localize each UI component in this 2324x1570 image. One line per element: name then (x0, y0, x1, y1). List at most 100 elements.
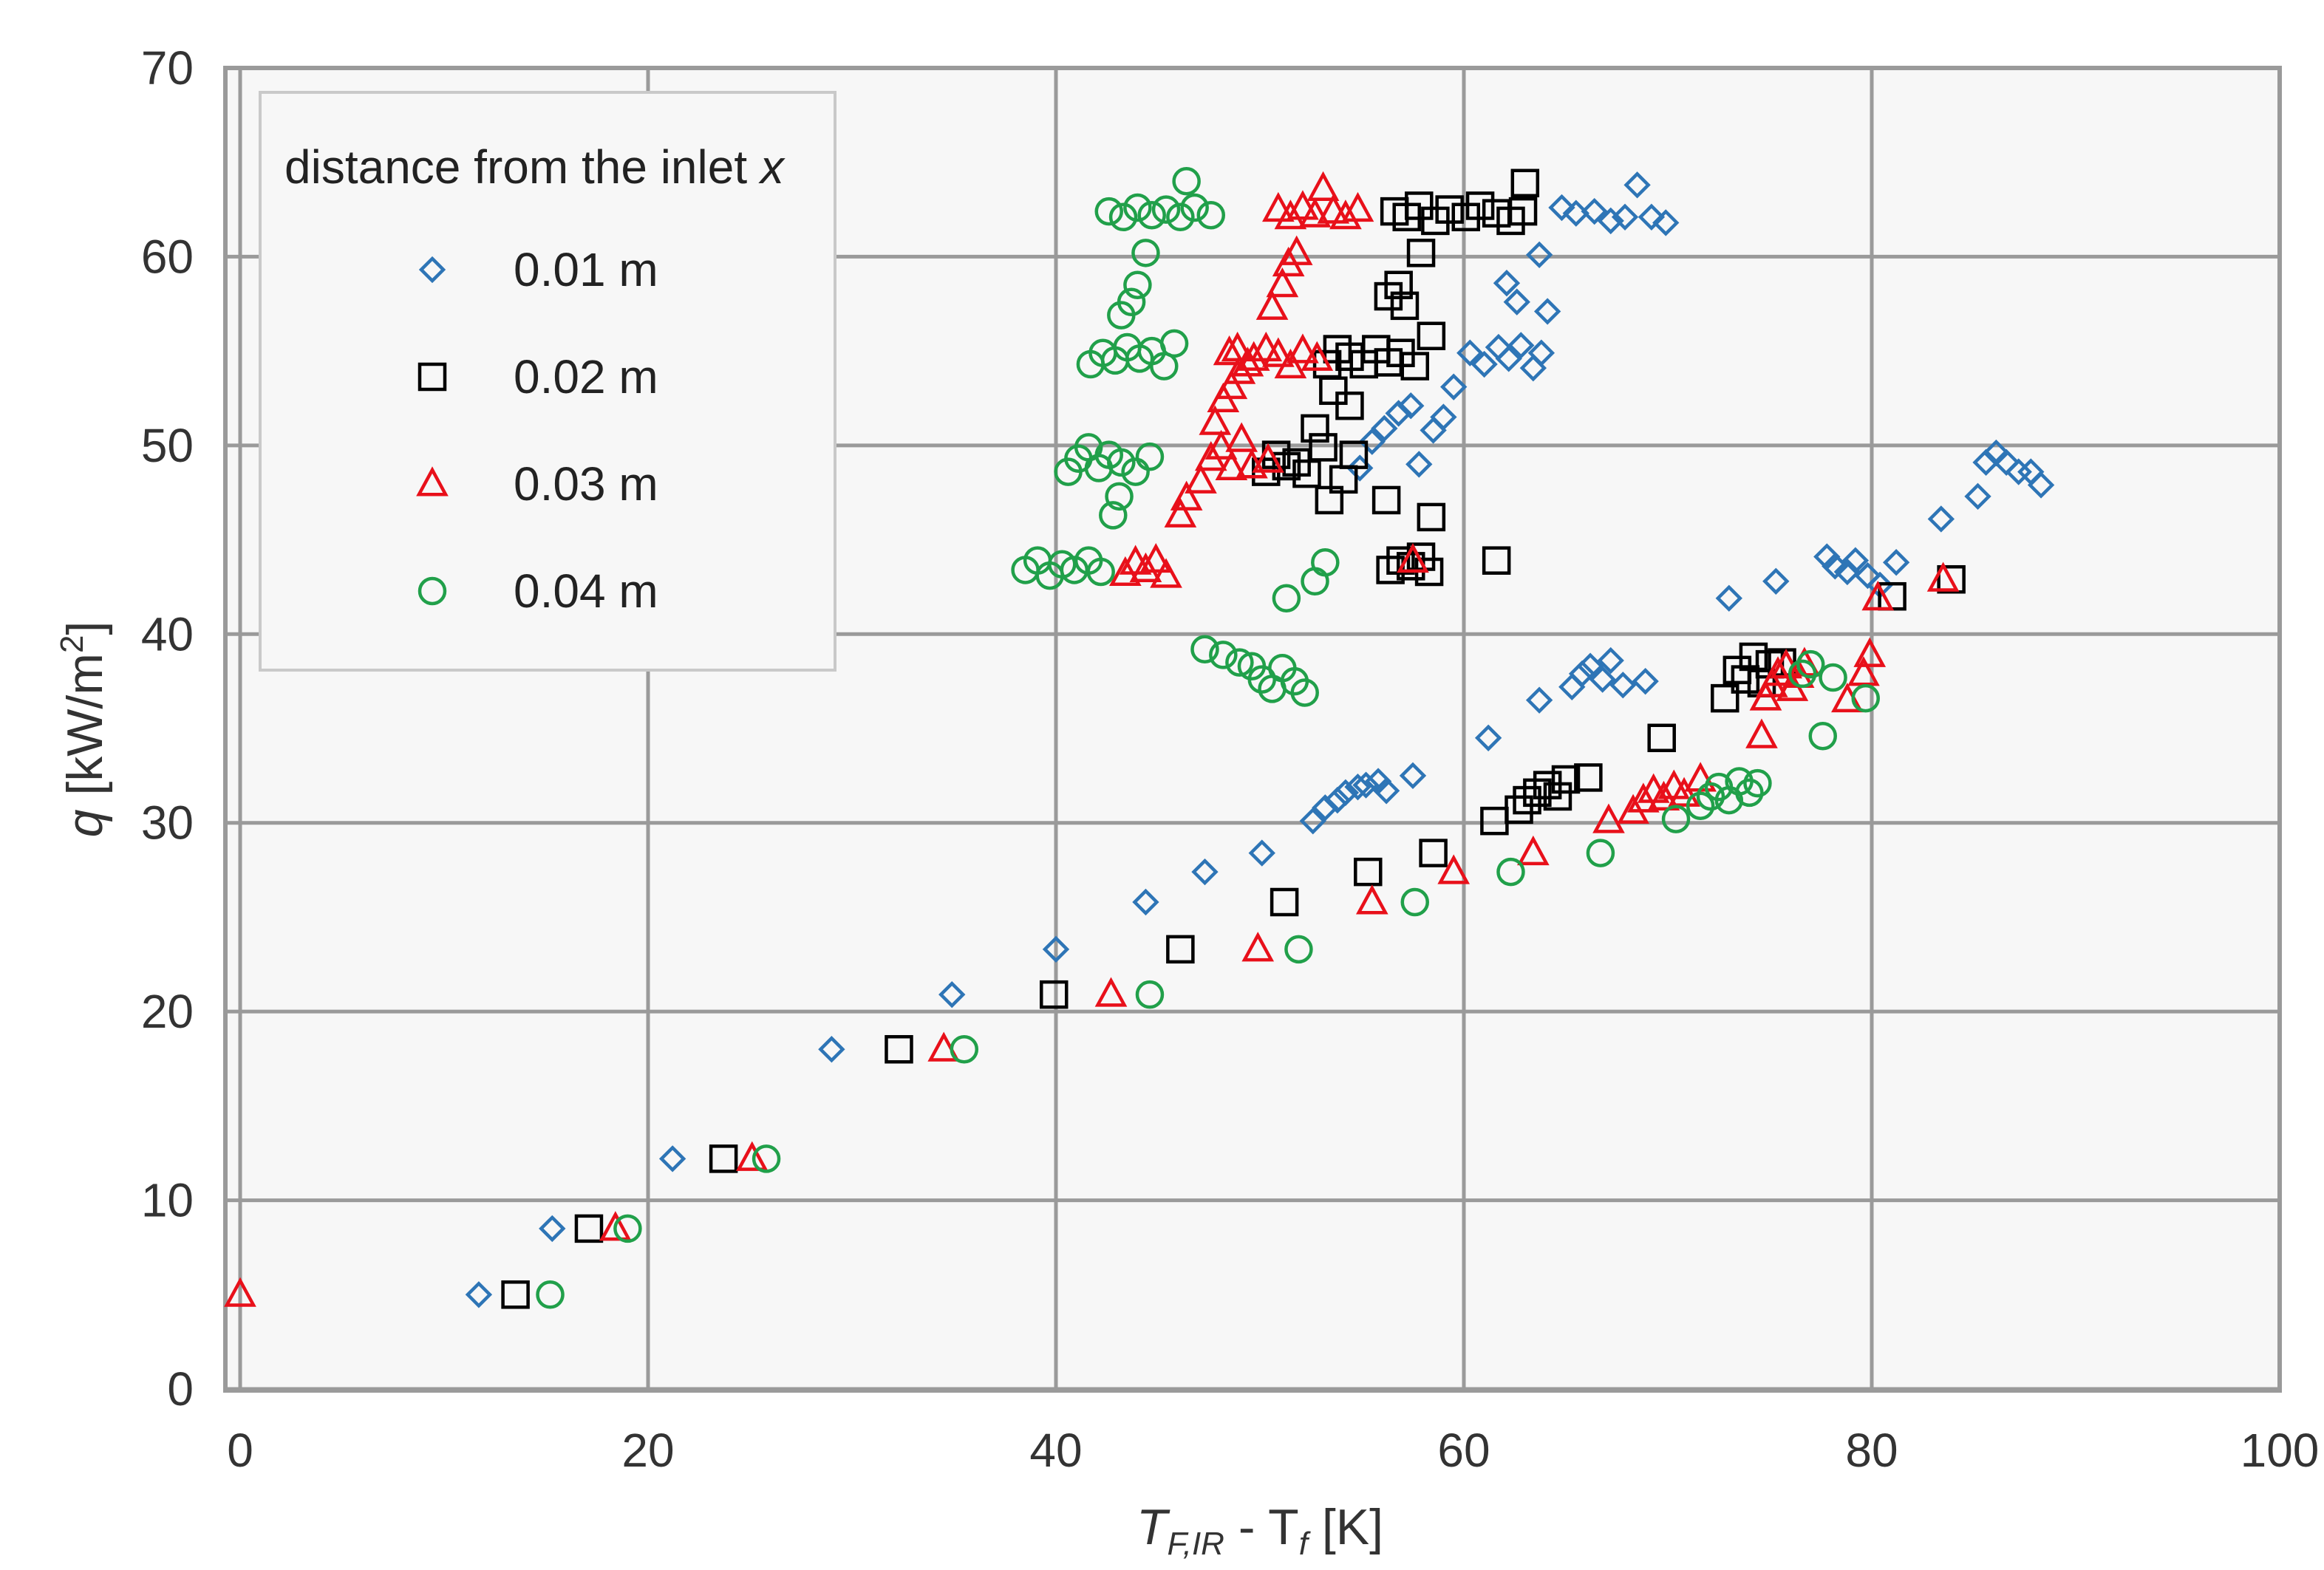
data-point-diamond (1833, 558, 1861, 586)
data-point-diamond (1372, 777, 1400, 805)
data-point-square (1405, 191, 1434, 220)
series-diamond (465, 171, 2055, 1308)
legend-item: 0.01 m (418, 243, 658, 296)
data-point-diamond (1762, 567, 1790, 595)
data-point-circle (1196, 200, 1226, 230)
data-point-triangle (1215, 450, 1248, 481)
data-point-square (1301, 414, 1329, 443)
data-point-triangle (1287, 190, 1319, 220)
data-point-diamond (1964, 482, 1991, 511)
data-point-triangle (1926, 562, 1960, 592)
data-point-diamond (1581, 197, 1608, 225)
legend-marker-square (418, 362, 447, 392)
data-point-triangle (1317, 194, 1350, 224)
data-point-square (1508, 197, 1538, 226)
legend-items: 0.01 m 0.02 m 0.03 m 0.04 m (416, 243, 658, 618)
data-point-triangle (1592, 803, 1625, 833)
legend-item: 0.02 m (418, 350, 658, 403)
data-point-square (1406, 239, 1436, 267)
data-point-square (1386, 546, 1415, 575)
data-point-diamond (1611, 203, 1639, 231)
data-point-triangle (1199, 405, 1232, 435)
data-point-square (1510, 168, 1540, 198)
data-point-diamond (1854, 562, 1881, 590)
data-point-circle (1172, 167, 1201, 196)
data-point-diamond (1507, 332, 1535, 359)
data-point-square (1513, 785, 1541, 815)
data-point-triangle (1517, 835, 1550, 866)
data-point-circle (1686, 791, 1715, 820)
data-point-diamond (1927, 505, 1955, 533)
data-point-triangle (1164, 497, 1197, 528)
data-point-circle (1808, 721, 1838, 751)
data-point-circle (1180, 193, 1209, 222)
data-point-circle (1819, 663, 1847, 692)
data-point-circle (1290, 678, 1319, 707)
data-point-triangle (1280, 235, 1313, 265)
data-point-square (1354, 857, 1383, 887)
data-point-diamond (1992, 448, 2020, 477)
data-point-circle (1137, 200, 1166, 230)
data-point-square (501, 1280, 530, 1309)
data-point-diamond (1527, 339, 1555, 366)
data-point-square (1505, 795, 1533, 825)
data-point-diamond (1352, 771, 1380, 799)
data-point-circle (1209, 641, 1238, 669)
x-tick-label: 20 (621, 1424, 674, 1477)
data-point-circle (752, 1144, 781, 1173)
data-point-square (1272, 451, 1301, 481)
data-point-circle (950, 1034, 979, 1064)
data-point-triangle (1094, 977, 1128, 1007)
x-tick-label: 40 (1029, 1424, 1082, 1477)
data-point-circle (1735, 778, 1764, 808)
data-point-triangle (1215, 369, 1248, 400)
y-tick-label: 10 (141, 1174, 194, 1227)
data-point-circle (1117, 287, 1146, 316)
data-point-square (1315, 485, 1344, 515)
data-point-square (1551, 765, 1581, 794)
data-point-circle (536, 1280, 565, 1309)
data-point-triangle (1762, 656, 1794, 686)
data-point-diamond (1405, 451, 1433, 478)
legend-label: 0.03 m (514, 457, 658, 511)
series-square (501, 168, 1966, 1309)
data-point-triangle (1252, 443, 1284, 473)
data-point-circle (1788, 659, 1817, 689)
data-point-triangle (1329, 199, 1362, 230)
data-point-square (1574, 763, 1603, 792)
data-point-square (1647, 723, 1676, 753)
data-point-triangle (1129, 552, 1162, 582)
data-point-circle (1696, 782, 1725, 811)
data-point-circle (1661, 805, 1691, 833)
data-point-diamond (1440, 373, 1468, 400)
data-point-diamond (465, 1281, 493, 1308)
data-point-circle (1190, 635, 1219, 663)
legend: distance from the inlet x 0.01 m0.02 m0.… (259, 91, 836, 672)
data-point-diamond (2027, 471, 2055, 499)
data-point-circle (1123, 193, 1152, 222)
data-point-diamond (1882, 549, 1910, 576)
data-point-circle (1151, 195, 1181, 224)
x-axis-label: TF,IR - Tf [K] (1137, 1499, 1383, 1562)
data-point-diamond (938, 980, 966, 1008)
data-point-diamond (1597, 207, 1624, 235)
data-point-diamond (1652, 209, 1680, 236)
data-point-triangle (1204, 429, 1238, 460)
y-tick-label: 70 (141, 41, 194, 95)
data-point-triangle (1274, 348, 1307, 379)
data-point-square (885, 1034, 913, 1064)
data-point-circle (1099, 501, 1128, 530)
data-point-diamond (1841, 547, 1870, 574)
data-point-triangle (1745, 718, 1778, 748)
data-point-diamond (1589, 666, 1616, 693)
data-point-circle (1166, 202, 1195, 232)
y-tick-label: 30 (141, 796, 194, 850)
data-point-triangle (1355, 884, 1388, 915)
data-point-diamond (818, 1036, 845, 1063)
data-point-diamond (1525, 241, 1553, 269)
data-point-diamond (658, 1145, 686, 1173)
data-point-square (1270, 887, 1299, 917)
data-points (224, 167, 2055, 1309)
data-point-diamond (1312, 794, 1339, 822)
data-point-square (1543, 782, 1572, 811)
